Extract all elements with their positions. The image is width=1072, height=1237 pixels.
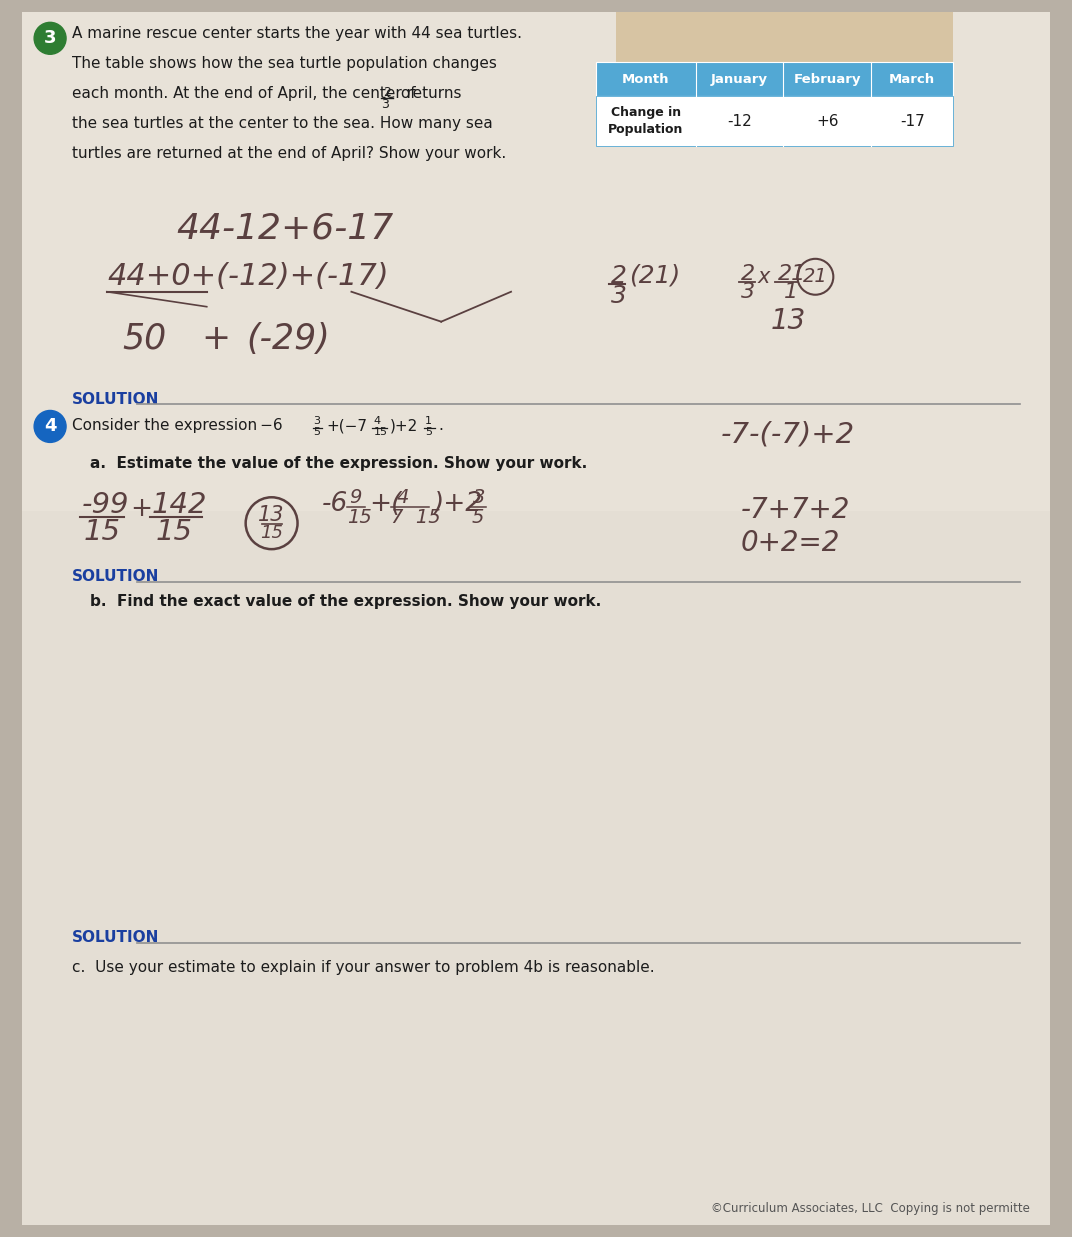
Circle shape <box>34 411 66 443</box>
Text: b.  Find the exact value of the expression. Show your work.: b. Find the exact value of the expressio… <box>90 594 601 609</box>
Text: (21): (21) <box>629 263 680 288</box>
Text: 3: 3 <box>473 489 486 507</box>
Text: The table shows how the sea turtle population changes: The table shows how the sea turtle popul… <box>72 56 497 72</box>
Bar <box>596 62 953 96</box>
Text: Month: Month <box>622 73 670 85</box>
Bar <box>596 96 953 146</box>
Text: SOLUTION: SOLUTION <box>72 930 160 945</box>
Text: SOLUTION: SOLUTION <box>72 569 160 584</box>
Text: -17: -17 <box>899 114 924 129</box>
Text: 4: 4 <box>373 417 381 427</box>
Text: SOLUTION: SOLUTION <box>72 392 160 407</box>
Text: 7  15: 7 15 <box>391 508 441 527</box>
Text: 1: 1 <box>784 282 798 302</box>
Text: the sea turtles at the center to the sea. How many sea: the sea turtles at the center to the sea… <box>72 116 493 131</box>
Text: +6: +6 <box>816 114 838 129</box>
Text: Consider the expression −6: Consider the expression −6 <box>72 418 283 433</box>
Text: January: January <box>711 73 768 85</box>
Text: 3: 3 <box>611 283 627 308</box>
Text: 3: 3 <box>44 30 57 47</box>
Text: 3: 3 <box>382 98 389 111</box>
Text: 1: 1 <box>426 417 432 427</box>
Text: 4: 4 <box>397 489 408 507</box>
Text: 3: 3 <box>313 417 321 427</box>
Bar <box>23 511 1049 1225</box>
Text: February: February <box>793 73 861 85</box>
Text: 9: 9 <box>349 489 361 507</box>
Text: 50: 50 <box>122 322 166 356</box>
Text: 13: 13 <box>771 307 806 335</box>
Text: -7+7+2: -7+7+2 <box>741 496 850 524</box>
Text: turtles are returned at the end of April? Show your work.: turtles are returned at the end of April… <box>72 146 506 161</box>
Text: 15: 15 <box>155 518 193 547</box>
Text: -6: -6 <box>322 491 347 517</box>
Text: 15: 15 <box>347 508 372 527</box>
Text: 0+2=2: 0+2=2 <box>741 529 840 557</box>
Text: 4: 4 <box>44 417 57 435</box>
Text: )+2: )+2 <box>433 491 482 517</box>
Text: 15: 15 <box>84 518 121 547</box>
Text: 44-12+6-17: 44-12+6-17 <box>177 212 394 246</box>
Text: March: March <box>889 73 935 85</box>
Text: 21: 21 <box>803 267 828 286</box>
Text: 15: 15 <box>373 428 387 438</box>
Text: 2: 2 <box>611 263 627 288</box>
Text: A marine rescue center starts the year with 44 sea turtles.: A marine rescue center starts the year w… <box>72 26 522 41</box>
Text: of: of <box>397 87 416 101</box>
Text: Change in
Population: Change in Population <box>608 106 684 136</box>
Text: +: + <box>130 496 152 522</box>
Circle shape <box>34 22 66 54</box>
Text: 5: 5 <box>313 428 321 438</box>
Text: each month. At the end of April, the center returns: each month. At the end of April, the cen… <box>72 87 462 101</box>
Text: 142: 142 <box>152 491 207 520</box>
Text: 2: 2 <box>741 263 755 283</box>
Text: 5: 5 <box>472 508 483 527</box>
Text: a.  Estimate the value of the expression. Show your work.: a. Estimate the value of the expression.… <box>90 456 587 471</box>
Text: -99: -99 <box>83 491 130 520</box>
Text: -12: -12 <box>727 114 751 129</box>
Text: -7-(-7)+2: -7-(-7)+2 <box>720 421 854 449</box>
Bar <box>615 12 953 62</box>
Text: )+2: )+2 <box>390 418 418 433</box>
Text: 13: 13 <box>258 505 285 526</box>
Text: +: + <box>202 322 230 356</box>
Text: ©Curriculum Associates, LLC  Copying is not permitte: ©Curriculum Associates, LLC Copying is n… <box>711 1201 1030 1215</box>
Text: c.  Use your estimate to explain if your answer to problem 4b is reasonable.: c. Use your estimate to explain if your … <box>72 960 655 975</box>
Text: (-29): (-29) <box>247 322 330 356</box>
Text: 15: 15 <box>260 524 283 542</box>
Text: +(: +( <box>370 491 402 517</box>
Text: 2: 2 <box>384 87 391 99</box>
Text: x: x <box>758 267 770 287</box>
Text: 21: 21 <box>777 263 806 283</box>
Text: 5: 5 <box>426 428 432 438</box>
Text: .: . <box>438 418 443 433</box>
Text: 3: 3 <box>741 282 755 302</box>
Text: +(−7: +(−7 <box>327 418 368 433</box>
Text: 44+0+(-12)+(-17): 44+0+(-12)+(-17) <box>107 262 388 291</box>
